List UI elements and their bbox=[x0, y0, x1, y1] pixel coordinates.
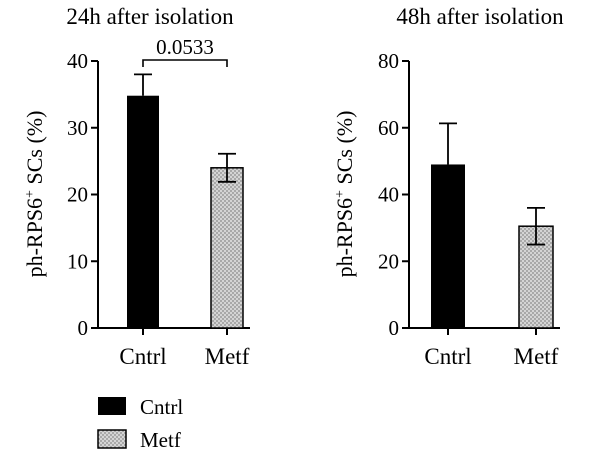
error-bar-metf bbox=[218, 152, 236, 183]
chart-panel-48h: 48h after isolation ph-RPS6+ SCs (%) 0 20… bbox=[332, 4, 564, 369]
chart-panel-24h: 24h after isolation ph-RPS6+ SCs (%) 0 10… bbox=[22, 4, 250, 369]
x-tick-label: Cntrl bbox=[119, 344, 166, 369]
y-tick-label: 40 bbox=[67, 49, 88, 73]
x-tick-label: Cntrl bbox=[424, 344, 471, 369]
y-tick-label: 40 bbox=[378, 183, 399, 207]
error-bars bbox=[134, 73, 236, 183]
legend-label-metf: Metf bbox=[140, 428, 181, 452]
legend-label-cntrl: Cntrl bbox=[140, 395, 183, 419]
bars bbox=[127, 95, 244, 329]
y-tick-label: 20 bbox=[67, 183, 88, 207]
legend-swatch-metf bbox=[97, 429, 127, 449]
significance-annotation: 0.0533 bbox=[142, 35, 228, 67]
significance-bracket bbox=[142, 59, 228, 67]
y-axis-label: ph-RPS6+ SCs (%) bbox=[332, 111, 357, 278]
y-tick-label: 30 bbox=[67, 116, 88, 140]
bar-cntrl bbox=[431, 164, 465, 328]
bar-cntrl bbox=[127, 95, 159, 329]
chart-title: 24h after isolation bbox=[66, 4, 234, 29]
error-bar-metf bbox=[527, 206, 545, 246]
tick-labels: 0 10 20 30 40 Cntrl Metf bbox=[67, 49, 250, 369]
legend: Cntrl Metf bbox=[97, 395, 183, 452]
y-tick-label: 20 bbox=[378, 249, 399, 273]
x-tick-label: Metf bbox=[205, 344, 250, 369]
y-tick-label: 10 bbox=[67, 249, 88, 273]
error-bar-cntrl bbox=[134, 73, 152, 96]
y-tick-label: 0 bbox=[389, 316, 400, 340]
chart-title: 48h after isolation bbox=[396, 4, 564, 29]
y-tick-label: 60 bbox=[378, 116, 399, 140]
bars bbox=[431, 164, 554, 329]
tick-labels: 0 20 40 60 80 Cntrl Metf bbox=[378, 49, 559, 369]
p-value-label: 0.0533 bbox=[156, 35, 214, 59]
error-bar-cntrl bbox=[439, 122, 457, 165]
x-tick-label: Metf bbox=[514, 344, 559, 369]
bar-metf bbox=[210, 167, 244, 329]
y-axis-label: ph-RPS6+ SCs (%) bbox=[22, 111, 47, 278]
error-bars bbox=[439, 122, 545, 246]
y-tick-label: 0 bbox=[78, 316, 89, 340]
legend-swatch-cntrl bbox=[98, 397, 126, 415]
y-tick-label: 80 bbox=[378, 49, 399, 73]
